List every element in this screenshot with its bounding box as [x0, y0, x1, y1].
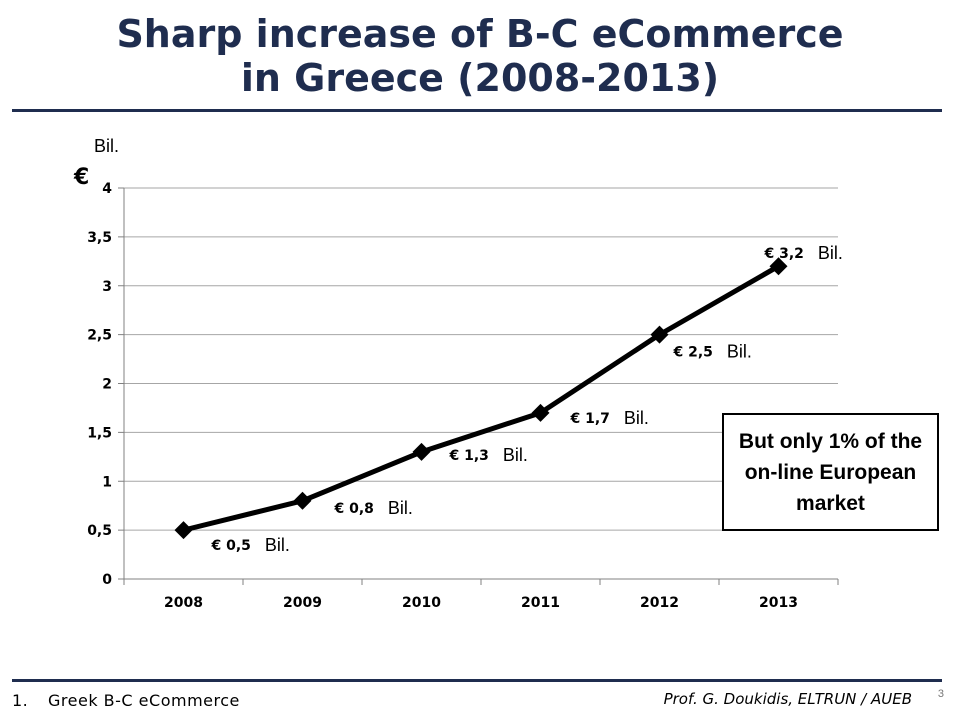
data-labels: € 0,5 Bil. € 0,8 Bil. € 1,3 Bil. € 1,7 Bil. € 2,… — [211, 243, 843, 555]
callout-text: But only 1% of the on-line European mark… — [738, 429, 923, 515]
slide-title: Sharp increase of B-C eCommerce in Greec… — [0, 12, 960, 100]
series-line-path — [182, 264, 780, 533]
axes — [118, 187, 839, 585]
data-label-value: € 2,5 — [673, 345, 713, 361]
data-label-unit: Bil. — [503, 445, 528, 465]
footer-author: Prof. G. Doukidis, ELTRUN / AUEB — [663, 690, 912, 708]
y-unit-label: Bil. — [94, 136, 119, 156]
data-label-unit: Bil. — [624, 408, 649, 428]
y-tick-label: 1,5 — [87, 425, 112, 441]
footer-topic: Greek B-C eCommerce — [48, 691, 240, 710]
data-point-marker — [412, 442, 431, 461]
data-label-value: € 1,3 — [449, 448, 489, 464]
data-label-unit: Bil. — [388, 498, 413, 518]
callout-box: But only 1% of the on-line European mark… — [722, 413, 939, 531]
data-point-marker — [174, 521, 193, 540]
y-tick-label: 2,5 — [87, 328, 112, 344]
footer-divider — [12, 679, 942, 682]
data-label-value: € 1,7 — [570, 411, 610, 427]
data-point-marker — [531, 403, 550, 422]
footer-left: 1. Greek B-C eCommerce — [12, 691, 240, 710]
y-tick-label: 2 — [102, 377, 112, 393]
data-label-unit: Bil. — [727, 342, 752, 362]
x-tick-label: 2013 — [759, 595, 798, 611]
data-label-value: € 3,2 — [764, 246, 804, 262]
y-tick-label: 1 — [102, 474, 112, 490]
data-point-marker — [293, 491, 312, 510]
y-tick-label: 3,5 — [87, 230, 112, 246]
title-line-2: in Greece (2008-2013) — [240, 56, 720, 100]
title-line-1: Sharp increase of B-C eCommerce — [116, 12, 844, 56]
y-tick-label: 3 — [102, 279, 112, 295]
series-markers — [174, 257, 788, 540]
x-tick-label: 2011 — [521, 595, 560, 611]
x-tick-label: 2010 — [402, 595, 441, 611]
data-point-marker — [769, 257, 788, 276]
tick-labels: 0 0,5 1 1,5 2 2,5 3 3,5 4 2008 2009 2010 2011 2012 201… — [87, 181, 798, 611]
y-tick-label: 0,5 — [87, 523, 112, 539]
y-tick-label: 0 — [102, 572, 112, 588]
data-label-unit: Bil. — [265, 535, 290, 555]
y-axis-label: € — [73, 165, 89, 190]
y-tick-label: 4 — [102, 181, 112, 197]
title-divider — [12, 109, 942, 112]
gridlines — [124, 187, 838, 531]
data-point-marker — [650, 325, 669, 344]
series-line — [182, 264, 780, 533]
footer-number: 1. — [12, 691, 29, 710]
x-tick-label: 2008 — [164, 595, 203, 611]
data-label-value: € 0,5 — [211, 538, 251, 554]
line-chart: 0 0,5 1 1,5 2 2,5 3 3,5 4 2008 2009 2010 2011 2012 201… — [73, 136, 843, 611]
data-label-value: € 0,8 — [334, 501, 374, 517]
page-number: 3 — [937, 688, 944, 700]
x-tick-label: 2009 — [283, 595, 322, 611]
x-tick-label: 2012 — [640, 595, 679, 611]
data-label-unit: Bil. — [818, 243, 843, 263]
